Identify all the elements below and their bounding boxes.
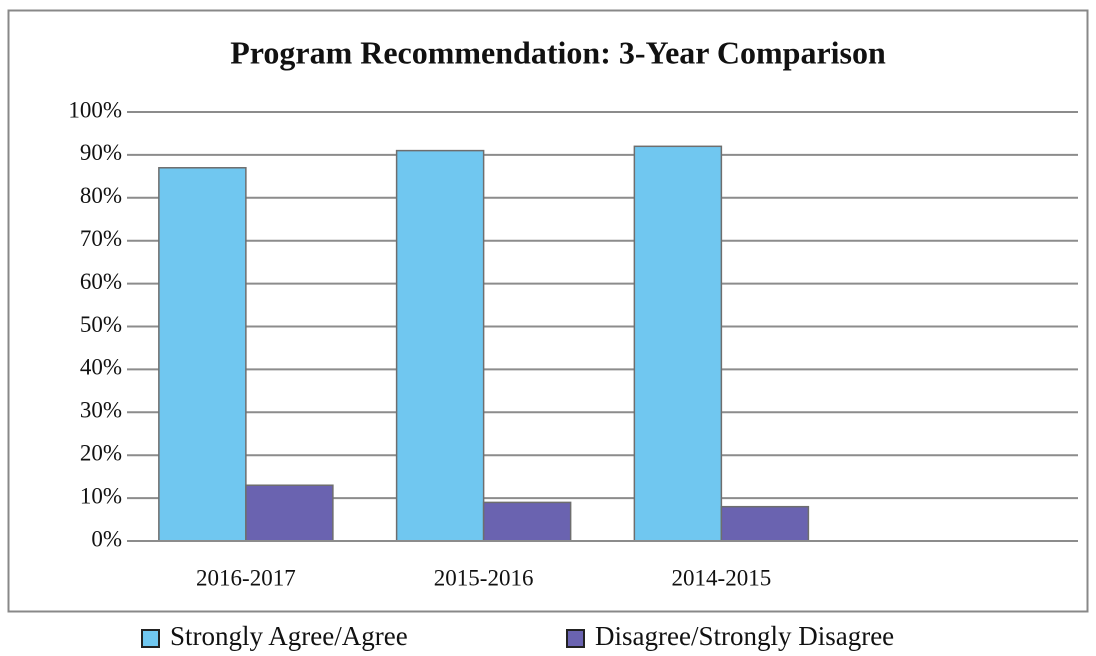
y-tick-label: 90% xyxy=(80,140,122,165)
y-tick-label: 0% xyxy=(91,526,122,551)
bar xyxy=(158,167,247,542)
y-tick-label: 100% xyxy=(68,97,122,122)
chart-title: Program Recommendation: 3-Year Compariso… xyxy=(230,34,886,70)
legend-marker xyxy=(141,629,160,648)
bar xyxy=(245,484,334,542)
y-tick-label: 30% xyxy=(80,398,122,423)
y-tick-label: 60% xyxy=(80,269,122,294)
bar xyxy=(482,501,572,542)
legend-label: Strongly Agree/Agree xyxy=(170,621,408,651)
y-tick-label: 70% xyxy=(80,226,122,251)
y-tick-label: 40% xyxy=(80,355,122,380)
x-tick-label: 2014-2015 xyxy=(672,565,772,590)
bar xyxy=(720,505,810,542)
y-tick-label: 80% xyxy=(80,183,122,208)
legend-marker xyxy=(566,629,585,648)
x-tick-label: 2015-2016 xyxy=(434,565,534,590)
x-tick-label: 2016-2017 xyxy=(196,565,296,590)
bar xyxy=(395,149,485,542)
legend-label: Disagree/Strongly Disagree xyxy=(595,621,894,651)
bar xyxy=(633,145,723,542)
y-tick-label: 50% xyxy=(80,312,122,337)
y-tick-label: 10% xyxy=(80,483,122,508)
y-tick-label: 20% xyxy=(80,440,122,465)
